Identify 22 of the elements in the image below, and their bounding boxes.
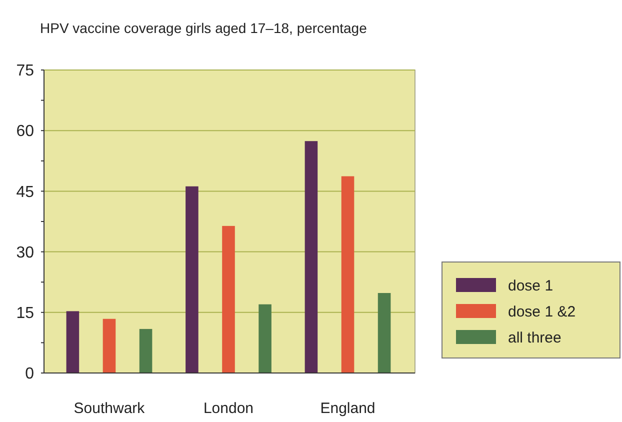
y-tick-label: 60 bbox=[16, 123, 34, 140]
legend-label: all three bbox=[508, 329, 562, 346]
bar bbox=[222, 226, 235, 373]
legend-label: dose 1 bbox=[508, 277, 554, 294]
bar bbox=[378, 293, 391, 373]
bar bbox=[186, 186, 198, 373]
y-tick-label: 0 bbox=[25, 366, 34, 383]
x-tick-label: England bbox=[320, 400, 376, 417]
y-tick-label: 45 bbox=[16, 184, 34, 201]
x-tick-label: Southwark bbox=[74, 400, 146, 417]
bar bbox=[304, 141, 318, 373]
x-tick-label: London bbox=[203, 400, 254, 417]
bar bbox=[139, 328, 152, 373]
bar bbox=[66, 311, 80, 373]
chart-title: HPV vaccine coverage girls aged 17–18, percentage bbox=[40, 20, 368, 36]
y-tick-label: 30 bbox=[16, 244, 34, 262]
y-tick-label: 75 bbox=[16, 62, 34, 80]
bar bbox=[258, 304, 272, 373]
legend-label: dose 1 &2 bbox=[508, 303, 576, 320]
y-tick-label: 15 bbox=[16, 305, 34, 322]
bar bbox=[341, 176, 354, 373]
bar bbox=[102, 318, 116, 373]
